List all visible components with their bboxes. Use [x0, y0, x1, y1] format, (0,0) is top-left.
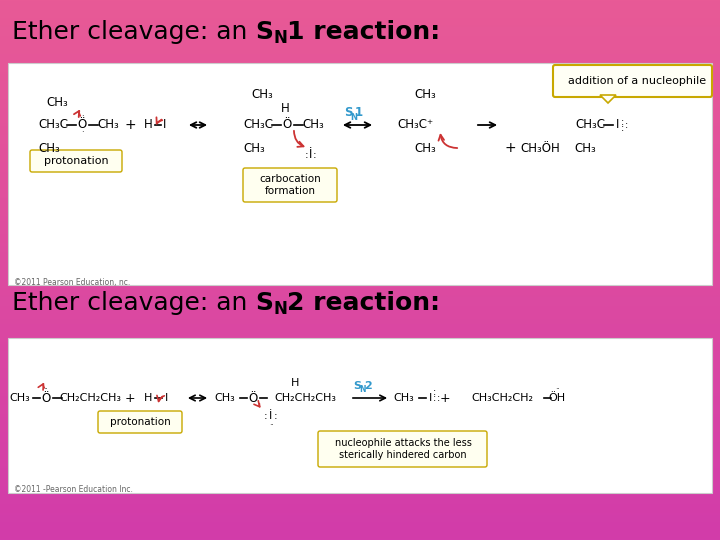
Text: :: : — [436, 393, 440, 403]
Text: 2 reaction:: 2 reaction: — [287, 291, 440, 315]
Text: CH₃: CH₃ — [574, 141, 596, 154]
Text: CH₃: CH₃ — [38, 141, 60, 154]
Text: CH₃: CH₃ — [215, 393, 235, 403]
Text: I: I — [429, 393, 433, 403]
Text: :: : — [313, 150, 317, 160]
Text: +: + — [125, 392, 135, 404]
FancyBboxPatch shape — [8, 63, 712, 285]
Text: CH₃ÖH: CH₃ÖH — [520, 141, 560, 154]
Polygon shape — [600, 95, 616, 103]
Text: CH₃: CH₃ — [97, 118, 119, 132]
Text: CH₃: CH₃ — [251, 89, 273, 102]
Text: I: I — [616, 118, 620, 132]
Text: ©2011 -Pearson Education Inc.: ©2011 -Pearson Education Inc. — [14, 485, 133, 495]
FancyBboxPatch shape — [318, 431, 487, 467]
Text: Ö: Ö — [282, 118, 292, 132]
Text: :: : — [305, 150, 309, 160]
Text: İ: İ — [310, 148, 312, 161]
Text: S: S — [256, 20, 274, 44]
Text: CH₃C⁺: CH₃C⁺ — [397, 118, 433, 132]
Text: ··: ·· — [269, 422, 274, 430]
Text: I: I — [163, 118, 167, 132]
FancyBboxPatch shape — [98, 411, 182, 433]
Text: Ö: Ö — [77, 118, 86, 132]
Text: CH₃: CH₃ — [414, 89, 436, 102]
Text: CH₂CH₂CH₃: CH₂CH₂CH₃ — [59, 393, 121, 403]
Text: +: + — [440, 392, 450, 404]
Text: carbocation
formation: carbocation formation — [259, 174, 321, 196]
Text: CH₃C: CH₃C — [243, 118, 273, 132]
Text: CH₃: CH₃ — [302, 118, 324, 132]
Text: ··: ·· — [44, 386, 48, 395]
Text: +: + — [504, 141, 516, 155]
Text: :: : — [624, 120, 628, 130]
Text: CH₃: CH₃ — [414, 141, 436, 154]
Text: protonation: protonation — [109, 417, 171, 427]
Text: CH₃: CH₃ — [394, 393, 415, 403]
Text: :: : — [433, 393, 436, 403]
Text: ©2011 Pearson Education, nc.: ©2011 Pearson Education, nc. — [14, 278, 130, 287]
Text: H: H — [291, 378, 300, 388]
Text: N: N — [360, 386, 366, 395]
Text: N: N — [351, 112, 358, 122]
Text: İ: İ — [269, 411, 273, 421]
Text: S: S — [353, 381, 361, 391]
Text: CH₃CH₂CH₂: CH₃CH₂CH₂ — [471, 393, 533, 403]
Text: N: N — [274, 300, 287, 318]
Text: S: S — [343, 106, 352, 119]
Text: addition of a nucleophile: addition of a nucleophile — [568, 76, 706, 86]
Text: Ether cleavage: an: Ether cleavage: an — [12, 291, 256, 315]
Text: :: : — [621, 117, 625, 127]
Text: 1 reaction:: 1 reaction: — [287, 20, 441, 44]
Text: +: + — [124, 118, 136, 132]
Text: ÖH: ÖH — [549, 393, 566, 403]
Text: Ö: Ö — [41, 392, 50, 404]
FancyBboxPatch shape — [30, 150, 122, 172]
Text: I: I — [166, 393, 168, 403]
Text: H: H — [143, 118, 153, 132]
Text: CH₃: CH₃ — [9, 393, 30, 403]
Text: H: H — [281, 102, 289, 114]
Text: CH₃: CH₃ — [243, 141, 265, 154]
Text: Ö: Ö — [248, 392, 258, 404]
FancyBboxPatch shape — [553, 65, 712, 97]
Text: CH₃: CH₃ — [46, 96, 68, 109]
FancyBboxPatch shape — [243, 168, 337, 202]
Text: CH₃: CH₃ — [574, 89, 596, 102]
Text: ·: · — [81, 112, 84, 122]
Text: :: : — [274, 411, 278, 421]
FancyBboxPatch shape — [8, 338, 712, 493]
Text: CH₃C: CH₃C — [38, 118, 68, 132]
Text: ··: ·· — [554, 386, 559, 395]
Text: :: : — [264, 411, 268, 421]
Text: CH₃C: CH₃C — [575, 118, 605, 132]
Text: nucleophile attacks the less
sterically hindered carbon: nucleophile attacks the less sterically … — [335, 438, 472, 460]
Text: :: : — [621, 123, 625, 133]
Text: CH₂CH₂CH₃: CH₂CH₂CH₃ — [274, 393, 336, 403]
Text: N: N — [274, 29, 287, 48]
Text: H: H — [144, 393, 152, 403]
Text: S: S — [256, 291, 274, 315]
Text: protonation: protonation — [44, 156, 108, 166]
Text: :: : — [433, 387, 436, 397]
Text: 2: 2 — [364, 381, 372, 391]
Text: 1: 1 — [355, 106, 363, 119]
Text: ·: · — [81, 129, 84, 138]
Text: Ether cleavage: an: Ether cleavage: an — [12, 20, 256, 44]
